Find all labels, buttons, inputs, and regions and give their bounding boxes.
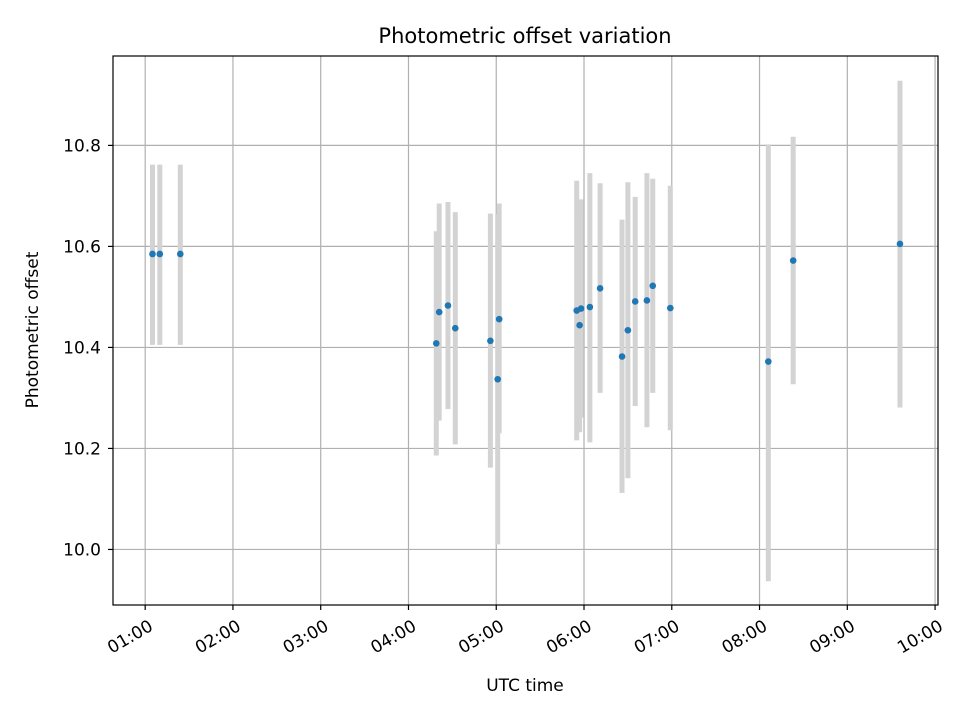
data-point [156, 250, 164, 258]
data-point [149, 250, 156, 258]
y-axis: 10.0 10.2 10.4 10.6 10.8 [63, 136, 113, 560]
data-point [435, 308, 443, 316]
data-point [789, 257, 797, 264]
chart-title: Photometric offset variation [378, 24, 671, 48]
data-points [149, 240, 904, 383]
data-point [494, 375, 502, 383]
data-point [444, 302, 452, 309]
y-tick-label: 10.6 [63, 237, 101, 257]
data-point [586, 303, 594, 311]
data-point [765, 358, 772, 365]
data-point [495, 315, 503, 323]
y-tick-label: 10.4 [63, 338, 101, 358]
data-point [596, 285, 604, 292]
y-tick-label: 10.2 [63, 439, 101, 459]
data-point [487, 337, 494, 345]
data-point [667, 304, 674, 312]
data-point [649, 282, 657, 290]
data-point [624, 326, 632, 334]
data-point [896, 240, 904, 248]
x-axis-label: UTC time [486, 676, 564, 696]
data-point [618, 353, 626, 360]
plot-frame [112, 55, 939, 606]
y-tick-label: 10.8 [63, 136, 101, 156]
y-axis-label: Photometric offset [23, 251, 43, 408]
y-tick-label: 10.0 [63, 540, 101, 560]
data-point [643, 297, 651, 304]
data-point [451, 324, 459, 332]
data-point [631, 298, 639, 305]
data-point [432, 340, 440, 347]
data-point [577, 305, 585, 312]
data-point [576, 321, 583, 329]
data-point [176, 250, 184, 258]
